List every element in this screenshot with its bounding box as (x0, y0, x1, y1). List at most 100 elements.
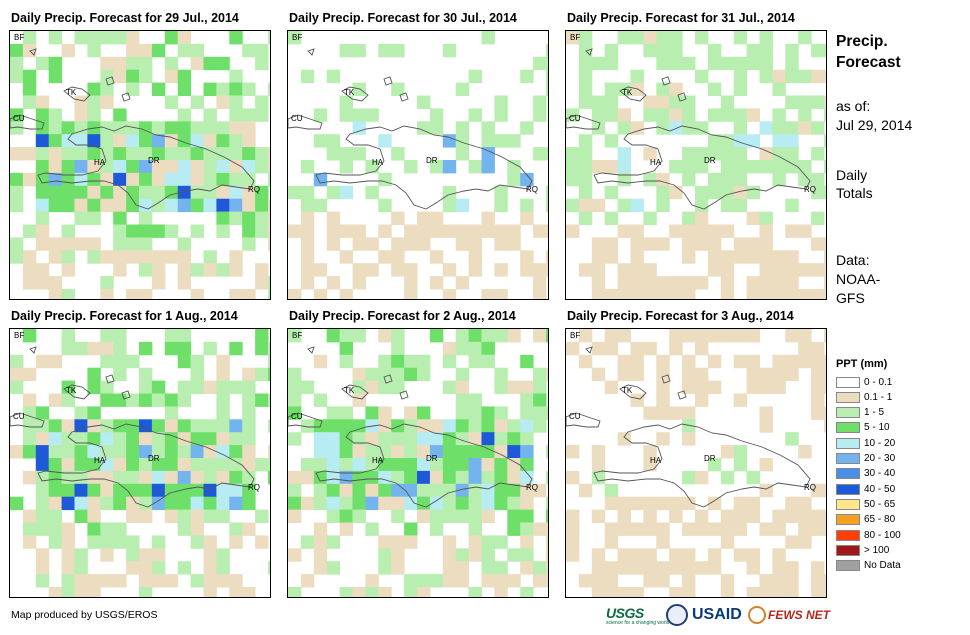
precip-cell (546, 367, 548, 382)
legend-swatch (836, 483, 860, 495)
precip-cell (242, 108, 256, 122)
precip-cell (733, 458, 748, 472)
map-label-rq: RQ (804, 483, 816, 492)
precip-cell (10, 354, 24, 369)
precip-cell (520, 406, 534, 420)
precip-cell (22, 432, 37, 446)
precip-cell (455, 445, 470, 459)
precip-cell (352, 367, 366, 382)
legend-swatch (836, 437, 860, 449)
precip-cell (695, 224, 709, 238)
precip-cell (190, 121, 204, 135)
precip-cell (617, 496, 631, 511)
map-label-cu: CU (291, 412, 303, 421)
precip-cell (695, 211, 709, 225)
precip-cell (481, 470, 495, 485)
data-source-line3: GFS (836, 290, 865, 306)
precip-cell (87, 160, 101, 174)
precip-cell (746, 380, 760, 394)
precip-cell (707, 172, 722, 187)
precip-cell (682, 237, 696, 251)
precip-cell (695, 147, 709, 161)
precip-cell (824, 354, 826, 369)
precip-cell (546, 56, 548, 71)
precip-cell (164, 147, 179, 161)
precip-cell (455, 548, 470, 562)
precip-cell (126, 470, 140, 485)
precip-cell (10, 250, 24, 264)
usaid-seal-icon (666, 603, 688, 627)
precip-cell (811, 43, 825, 58)
precip-cell (268, 237, 270, 251)
precip-cell (35, 263, 50, 277)
precip-cell (656, 198, 670, 213)
precip-cell (772, 250, 786, 264)
map-label-bf: BF (14, 331, 25, 340)
precip-cell (617, 121, 631, 135)
map-label-dr: DR (704, 454, 716, 463)
precip-cell (520, 354, 534, 369)
precip-cell (48, 69, 63, 84)
precip-cell (604, 211, 619, 225)
precip-cell (417, 458, 431, 472)
precip-cell (468, 509, 482, 523)
precip-cell (391, 535, 405, 549)
precip-cell (35, 470, 50, 485)
precip-cell (391, 147, 405, 161)
precip-cell (759, 224, 773, 238)
precip-cell (229, 198, 243, 213)
precip-cell (61, 561, 75, 575)
precip-cell (216, 211, 230, 225)
precip-cell (126, 483, 140, 498)
precip-cell (468, 483, 482, 498)
precip-cell (87, 380, 101, 394)
precip-cell (61, 432, 75, 446)
precip-cell (546, 250, 548, 264)
precip-cell (455, 367, 470, 382)
precip-cell (74, 211, 88, 225)
precip-cell (695, 69, 709, 84)
precip-cell (61, 224, 75, 238)
precip-cell (468, 224, 482, 238)
precip-cell (35, 522, 50, 536)
precip-cell (352, 393, 366, 407)
precip-cell (630, 198, 644, 213)
islands-outline (29, 48, 131, 102)
precip-cell (824, 587, 826, 597)
precip-cell (824, 43, 826, 58)
precip-cell (326, 237, 341, 251)
precip-cell (695, 522, 709, 536)
precip-cell (733, 31, 748, 45)
precip-cell (669, 95, 683, 109)
precip-cell (824, 289, 826, 299)
precip-cell (772, 509, 786, 523)
precip-cell (229, 574, 243, 588)
legend-item: 65 - 80 (836, 513, 895, 527)
precip-cell (798, 496, 812, 511)
precip-cell (326, 509, 341, 523)
precip-cell (468, 535, 482, 549)
precip-grid (288, 329, 548, 597)
map-label-cu: CU (569, 114, 581, 123)
precip-cell (604, 574, 619, 588)
precip-cell (300, 458, 315, 472)
precip-cell (617, 522, 631, 536)
precip-cell (591, 263, 606, 277)
precip-cell (242, 367, 256, 382)
precip-cell (229, 108, 243, 122)
precip-cell (669, 108, 683, 122)
precip-cell (177, 470, 192, 485)
precip-cell (720, 263, 735, 277)
precip-cell (520, 445, 534, 459)
map-label-cu: CU (13, 114, 25, 123)
precip-cell (268, 458, 270, 472)
map-label-ha: HA (94, 456, 106, 465)
precip-cell (151, 574, 166, 588)
precip-cell (746, 561, 760, 575)
precip-cell (669, 548, 683, 562)
forecast-map-3: BF CU TK HA DR RQ (565, 30, 827, 300)
precip-cell (255, 329, 269, 343)
precip-cell (229, 82, 243, 96)
map-label-tk: TK (66, 88, 77, 97)
precip-cell (326, 276, 341, 290)
